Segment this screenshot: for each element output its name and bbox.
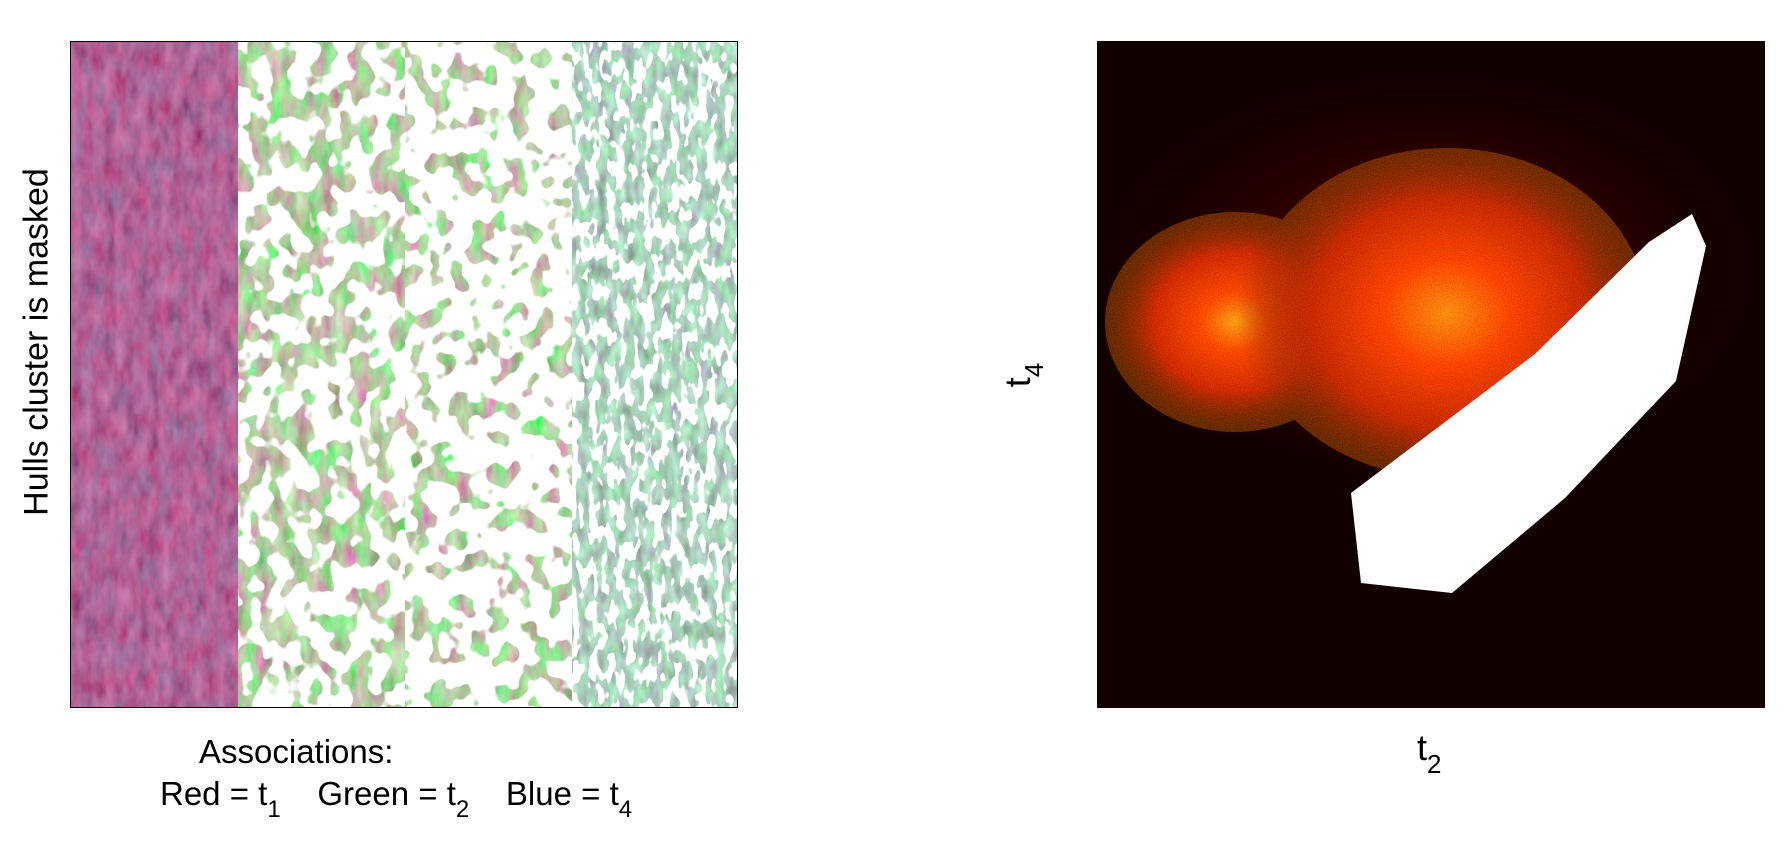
legend-green: Green = t2 [317,775,470,823]
legend-blue: Blue = t4 [505,775,633,823]
right-xlabel: t2 [1417,727,1442,779]
histogram-2d-svg [1097,71,1757,593]
masked-hull-polygon [1351,214,1706,593]
rgb-composite-image [70,41,738,708]
legend-red: Red = t1 [160,775,281,823]
strip-1 [71,42,238,707]
associations-legend: Red = t1 Green = t2 Blue = t4 [160,775,633,823]
right-ylabel: t4 [997,362,1049,388]
rgb-composite-svg [71,42,737,707]
associations-title: Associations: [199,733,394,770]
histogram-2d-image [1097,41,1765,708]
left-ylabel: Hulls cluster is masked [17,168,56,516]
